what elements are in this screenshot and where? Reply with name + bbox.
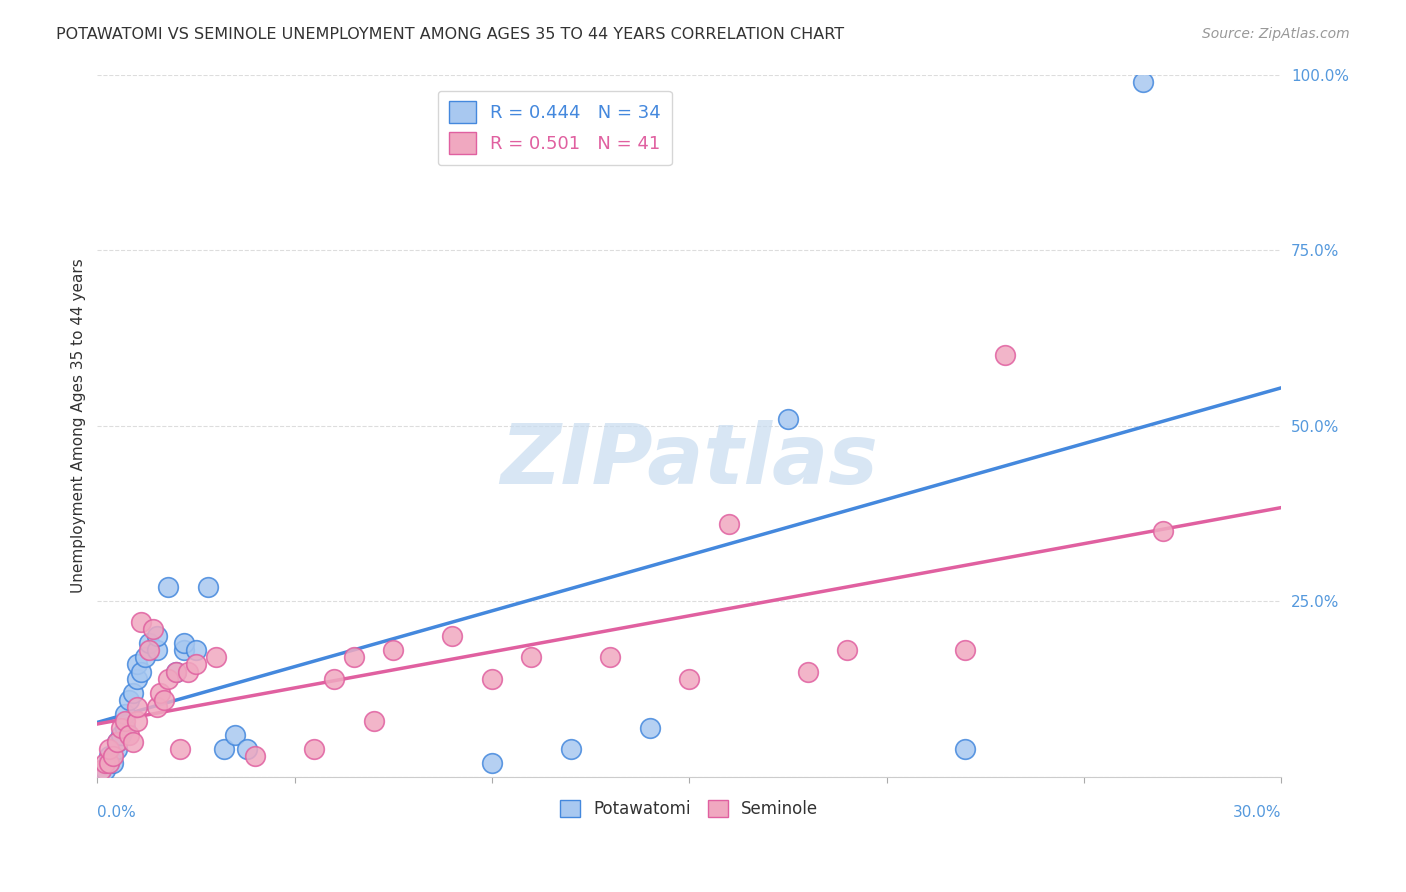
Point bbox=[560, 741, 582, 756]
Point bbox=[90, 763, 112, 777]
Point bbox=[678, 672, 700, 686]
Point bbox=[134, 650, 156, 665]
Point bbox=[1152, 524, 1174, 538]
Point bbox=[717, 516, 740, 531]
Point bbox=[110, 721, 132, 735]
Point bbox=[157, 672, 180, 686]
Text: Source: ZipAtlas.com: Source: ZipAtlas.com bbox=[1202, 27, 1350, 41]
Text: 30.0%: 30.0% bbox=[1233, 805, 1281, 820]
Point bbox=[204, 650, 226, 665]
Point bbox=[105, 735, 128, 749]
Point bbox=[129, 615, 152, 630]
Point bbox=[323, 672, 346, 686]
Point bbox=[149, 685, 172, 699]
Point bbox=[165, 665, 187, 679]
Point bbox=[94, 756, 117, 770]
Point bbox=[98, 756, 121, 770]
Point bbox=[165, 665, 187, 679]
Point bbox=[481, 672, 503, 686]
Legend: Potawatomi, Seminole: Potawatomi, Seminole bbox=[554, 793, 825, 825]
Point bbox=[638, 721, 661, 735]
Point bbox=[184, 643, 207, 657]
Point bbox=[110, 728, 132, 742]
Point bbox=[101, 748, 124, 763]
Point bbox=[994, 348, 1017, 362]
Point bbox=[796, 665, 818, 679]
Point bbox=[835, 643, 858, 657]
Point bbox=[153, 692, 176, 706]
Point bbox=[125, 714, 148, 728]
Text: 0.0%: 0.0% bbox=[97, 805, 136, 820]
Point bbox=[114, 721, 136, 735]
Point bbox=[212, 741, 235, 756]
Point bbox=[776, 411, 799, 425]
Point bbox=[101, 756, 124, 770]
Point bbox=[955, 643, 977, 657]
Point bbox=[90, 763, 112, 777]
Point bbox=[94, 763, 117, 777]
Point bbox=[169, 741, 191, 756]
Point bbox=[142, 623, 165, 637]
Point bbox=[1132, 74, 1154, 88]
Point bbox=[382, 643, 405, 657]
Point bbox=[114, 706, 136, 721]
Point bbox=[145, 629, 167, 643]
Point bbox=[125, 699, 148, 714]
Point bbox=[98, 756, 121, 770]
Point bbox=[138, 643, 160, 657]
Point bbox=[125, 672, 148, 686]
Point bbox=[118, 728, 141, 742]
Y-axis label: Unemployment Among Ages 35 to 44 years: Unemployment Among Ages 35 to 44 years bbox=[72, 259, 86, 593]
Point bbox=[173, 636, 195, 650]
Point bbox=[197, 580, 219, 594]
Point bbox=[145, 643, 167, 657]
Point bbox=[243, 748, 266, 763]
Point bbox=[118, 692, 141, 706]
Point bbox=[114, 714, 136, 728]
Point bbox=[955, 741, 977, 756]
Point bbox=[520, 650, 543, 665]
Point bbox=[599, 650, 621, 665]
Point bbox=[236, 741, 259, 756]
Point bbox=[177, 665, 200, 679]
Point bbox=[343, 650, 366, 665]
Point bbox=[173, 643, 195, 657]
Point bbox=[98, 741, 121, 756]
Point bbox=[481, 756, 503, 770]
Point bbox=[121, 735, 143, 749]
Point bbox=[105, 741, 128, 756]
Point bbox=[157, 580, 180, 594]
Point bbox=[98, 748, 121, 763]
Point bbox=[125, 657, 148, 672]
Text: POTAWATOMI VS SEMINOLE UNEMPLOYMENT AMONG AGES 35 TO 44 YEARS CORRELATION CHART: POTAWATOMI VS SEMINOLE UNEMPLOYMENT AMON… bbox=[56, 27, 845, 42]
Point bbox=[184, 657, 207, 672]
Text: ZIPatlas: ZIPatlas bbox=[501, 420, 879, 501]
Point bbox=[129, 665, 152, 679]
Point bbox=[138, 636, 160, 650]
Point bbox=[105, 735, 128, 749]
Point bbox=[363, 714, 385, 728]
Point bbox=[145, 699, 167, 714]
Point bbox=[121, 685, 143, 699]
Point bbox=[304, 741, 326, 756]
Point bbox=[224, 728, 246, 742]
Point bbox=[441, 629, 464, 643]
